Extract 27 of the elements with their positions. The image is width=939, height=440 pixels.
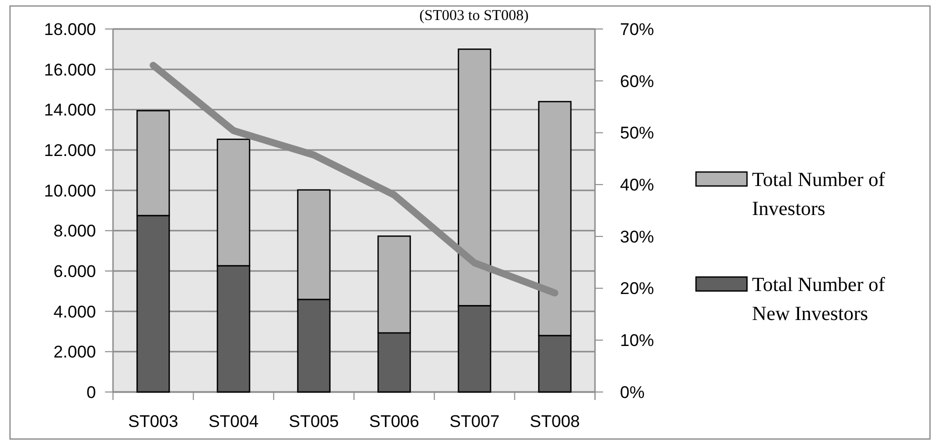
y2-tick-label: 10% bbox=[620, 331, 654, 350]
chart-title: (ST003 to ST008) bbox=[419, 8, 529, 24]
y-tick-label: 18.000 bbox=[44, 20, 96, 39]
y-tick-label: 8.000 bbox=[53, 222, 96, 241]
y-tick-label: 0 bbox=[86, 382, 96, 402]
x-tick-label: ST005 bbox=[288, 412, 339, 431]
y-tick-label: 16.000 bbox=[44, 60, 96, 80]
y2-tick-label: 0% bbox=[620, 382, 645, 402]
legend-label: Total Number of New Investors bbox=[752, 274, 886, 325]
y-tick-label: 6.000 bbox=[53, 262, 96, 281]
y2-tick-label: 20% bbox=[620, 279, 654, 298]
y2-tick-label: 50% bbox=[620, 124, 654, 143]
y-tick-label: 12.000 bbox=[44, 140, 96, 160]
x-tick-label: ST008 bbox=[530, 412, 580, 431]
y-tick-label: 10.000 bbox=[44, 181, 96, 200]
x-tick-label: ST007 bbox=[449, 412, 500, 431]
x-tick-label: ST003 bbox=[128, 412, 178, 431]
y2-tick-label: 60% bbox=[620, 72, 654, 91]
y2-tick-label: 40% bbox=[620, 176, 654, 195]
legend-label: Total Number of Investors bbox=[752, 169, 886, 220]
x-tick-label: ST006 bbox=[369, 412, 420, 431]
y2-tick-label: 70% bbox=[620, 20, 654, 39]
x-tick-label: ST004 bbox=[208, 412, 259, 431]
y-tick-label: 4.000 bbox=[53, 302, 96, 322]
y-tick-label: 14.000 bbox=[44, 100, 96, 120]
y2-tick-label: 30% bbox=[620, 227, 654, 246]
y-tick-label: 2.000 bbox=[53, 342, 96, 362]
